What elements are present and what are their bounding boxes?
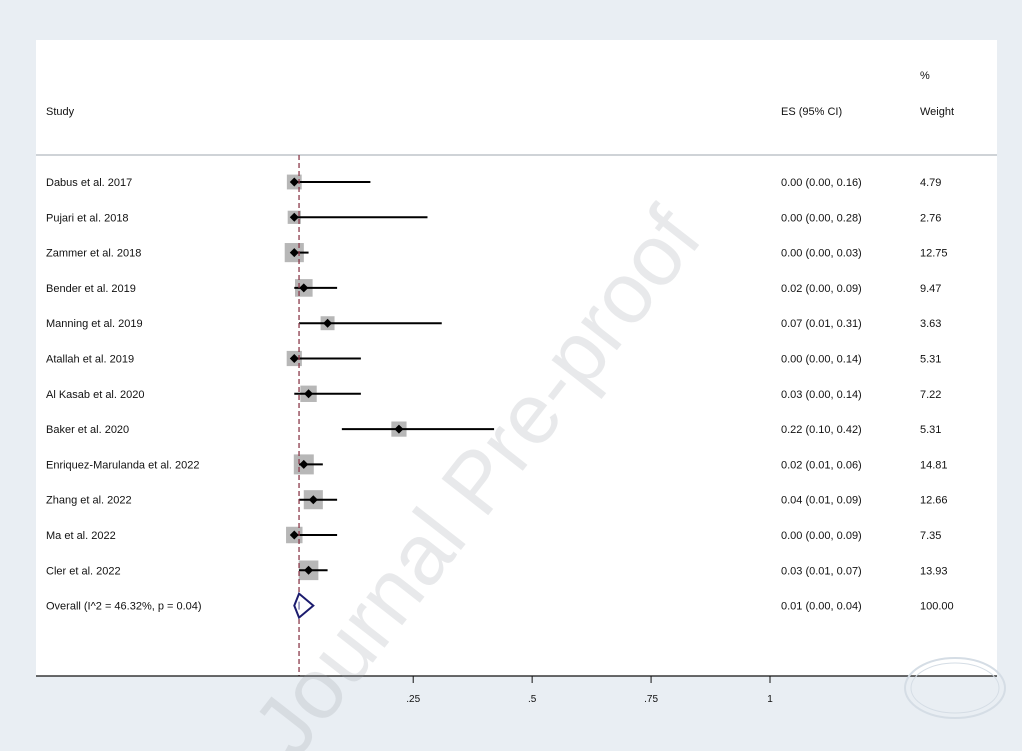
study-row: Zhang et al. 2022 0.04 (0.01, 0.09) 12.66 (46, 490, 948, 510)
study-name: Pujari et al. 2018 (46, 212, 129, 224)
study-name: Zhang et al. 2022 (46, 495, 132, 507)
study-rows: Dabus et al. 2017 0.00 (0.00, 0.16) 4.79 Pu… (46, 174, 954, 613)
x-axis-ticks: .25 .5 .75 1 (406, 676, 773, 705)
effect-size-text: 0.00 (0.00, 0.16) (781, 177, 862, 189)
x-tick-label: .75 (644, 694, 658, 705)
point-estimate-marker (304, 389, 314, 399)
effect-size-text: 0.03 (0.01, 0.07) (781, 565, 862, 577)
study-row: Al Kasab et al. 2020 0.03 (0.00, 0.14) 7.2… (46, 385, 941, 402)
weight-text: 12.75 (920, 248, 948, 260)
study-row: Cler et al. 2022 0.03 (0.01, 0.07) 13.93 (46, 560, 948, 581)
effect-size-text: 0.00 (0.00, 0.09) (781, 530, 862, 542)
point-estimate-marker (289, 177, 299, 187)
study-row: Dabus et al. 2017 0.00 (0.00, 0.16) 4.79 (46, 174, 941, 190)
x-tick-label: .5 (528, 694, 537, 705)
weight-column-header: Weight (920, 106, 954, 118)
weight-text: 12.66 (920, 495, 948, 507)
weight-text: 5.31 (920, 424, 941, 436)
study-name: Cler et al. 2022 (46, 565, 121, 577)
study-name: Al Kasab et al. 2020 (46, 389, 144, 401)
weight-text: 7.22 (920, 389, 941, 401)
point-estimate-marker (323, 318, 333, 328)
study-row: Zammer et al. 2018 0.00 (0.00, 0.03) 12.75 (46, 243, 948, 263)
weight-text: 5.31 (920, 354, 941, 366)
study-column-header: Study (46, 106, 75, 118)
point-estimate-marker (289, 530, 299, 540)
effect-size-text: 0.07 (0.01, 0.31) (781, 318, 862, 330)
x-tick-label: .25 (406, 694, 420, 705)
study-name: Bender et al. 2019 (46, 283, 136, 295)
x-tick-label: 1 (767, 694, 773, 705)
corner-logo-icon (904, 657, 1006, 719)
overall-row: Overall (I^2 = 46.32%, p = 0.04) 0.01 (0.… (46, 601, 954, 613)
effect-size-text: 0.03 (0.00, 0.14) (781, 389, 862, 401)
study-name: Atallah et al. 2019 (46, 354, 134, 366)
effect-size-text: 0.22 (0.10, 0.42) (781, 424, 862, 436)
study-name: Zammer et al. 2018 (46, 248, 141, 260)
weight-text: 9.47 (920, 283, 941, 295)
effect-size-text: 0.04 (0.01, 0.09) (781, 495, 862, 507)
effect-size-text: 0.00 (0.00, 0.28) (781, 212, 862, 224)
overall-diamond (293, 591, 315, 620)
weight-text: 2.76 (920, 212, 941, 224)
point-estimate-marker (308, 495, 318, 505)
study-row: Manning et al. 2019 0.07 (0.01, 0.31) 3.63 (46, 316, 941, 330)
study-name: Ma et al. 2022 (46, 530, 116, 542)
effect-size-text: 0.02 (0.00, 0.09) (781, 283, 862, 295)
point-estimate-marker (289, 354, 299, 363)
plot-panel (36, 40, 997, 676)
overall-weight-text: 100.00 (920, 601, 954, 613)
weight-column-header-percent: % (920, 70, 930, 82)
point-estimate-marker (299, 283, 309, 293)
point-estimate-marker (304, 565, 314, 575)
study-name: Baker et al. 2020 (46, 424, 129, 436)
point-estimate-marker (289, 212, 299, 222)
es-column-header: ES (95% CI) (781, 106, 842, 118)
weight-text: 7.35 (920, 530, 941, 542)
study-row: Enriquez-Marulanda et al. 2022 0.02 (0.01… (46, 454, 948, 475)
study-row: Atallah et al. 2019 0.00 (0.00, 0.14) 5.31 (46, 350, 941, 367)
point-estimate-marker (394, 424, 404, 434)
overall-effect-size-text: 0.01 (0.00, 0.04) (781, 601, 862, 613)
point-estimate-marker (289, 248, 299, 258)
effect-size-text: 0.00 (0.00, 0.03) (781, 248, 862, 260)
study-name: Enriquez-Marulanda et al. 2022 (46, 459, 199, 471)
weight-text: 14.81 (920, 459, 948, 471)
study-row: Pujari et al. 2018 0.00 (0.00, 0.28) 2.76 (46, 210, 941, 224)
overall-label: Overall (I^2 = 46.32%, p = 0.04) (46, 601, 202, 613)
study-row: Baker et al. 2020 0.22 (0.10, 0.42) 5.31 (46, 421, 941, 437)
effect-size-text: 0.00 (0.00, 0.14) (781, 354, 862, 366)
study-name: Manning et al. 2019 (46, 318, 143, 330)
study-name: Dabus et al. 2017 (46, 177, 132, 189)
point-estimate-marker (299, 459, 309, 469)
study-row: Bender et al. 2019 0.02 (0.00, 0.09) 9.47 (46, 279, 941, 297)
weight-text: 4.79 (920, 177, 941, 189)
weight-text: 13.93 (920, 565, 948, 577)
weight-text: 3.63 (920, 318, 941, 330)
effect-size-text: 0.02 (0.01, 0.06) (781, 459, 862, 471)
